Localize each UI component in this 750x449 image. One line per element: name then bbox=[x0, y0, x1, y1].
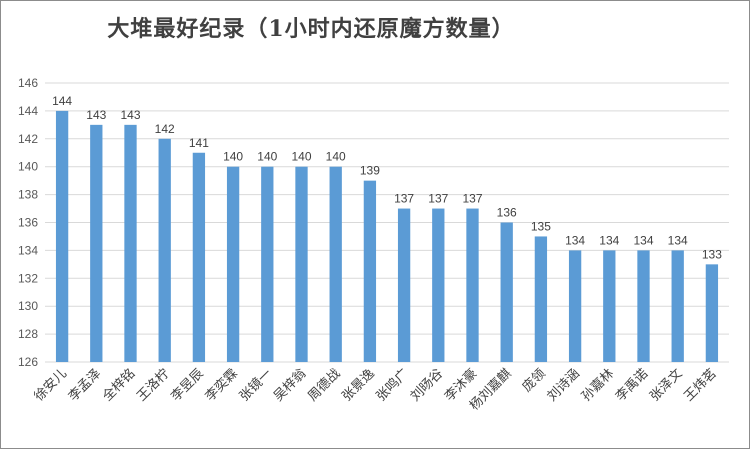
bar bbox=[432, 208, 445, 362]
bar bbox=[500, 222, 513, 362]
data-label: 137 bbox=[428, 192, 448, 206]
y-tick-label: 130 bbox=[18, 299, 38, 313]
y-tick-label: 126 bbox=[18, 355, 38, 369]
category-label: 李奕霖 bbox=[202, 366, 241, 405]
y-tick-label: 144 bbox=[18, 104, 38, 118]
chart-title: 大堆最好纪录（1小时内还原魔方数量） bbox=[107, 16, 515, 42]
data-label: 135 bbox=[531, 219, 551, 233]
category-label: 李禹诺 bbox=[613, 366, 651, 404]
category-label: 李孟泽 bbox=[66, 366, 104, 404]
bar bbox=[466, 208, 479, 362]
bar bbox=[534, 236, 548, 362]
bar bbox=[226, 166, 240, 362]
category-label: 张泽文 bbox=[647, 366, 685, 404]
bar bbox=[603, 250, 616, 362]
bar bbox=[568, 250, 582, 362]
bar bbox=[55, 110, 69, 363]
data-label: 141 bbox=[189, 136, 209, 150]
y-tick-label: 146 bbox=[18, 76, 38, 90]
data-label: 137 bbox=[394, 192, 414, 206]
data-label: 142 bbox=[155, 122, 175, 136]
y-tick-label: 134 bbox=[18, 243, 38, 257]
data-label: 144 bbox=[52, 94, 72, 108]
data-label: 134 bbox=[668, 233, 688, 247]
y-axis-ticks: 126 128 130 132 134 136 138 140 142 144 146 bbox=[18, 76, 38, 369]
category-label: 张镜一 bbox=[237, 366, 275, 404]
category-label: 孙嘉林 bbox=[579, 366, 617, 404]
data-label: 137 bbox=[462, 192, 482, 206]
data-label: 133 bbox=[702, 247, 722, 261]
category-label: 徐安儿 bbox=[32, 366, 70, 404]
data-label: 134 bbox=[633, 233, 653, 247]
category-label: 张鸣广 bbox=[373, 366, 412, 405]
category-label: 吴梓翁 bbox=[271, 366, 309, 404]
bar bbox=[192, 152, 206, 362]
bar bbox=[363, 180, 377, 362]
bar bbox=[637, 250, 650, 362]
category-label: 庞领 bbox=[519, 366, 549, 396]
bar bbox=[261, 166, 274, 362]
category-label: 张景逸 bbox=[340, 366, 378, 404]
bar bbox=[295, 166, 308, 362]
bar bbox=[90, 124, 103, 362]
data-label: 143 bbox=[120, 108, 140, 122]
data-label: 139 bbox=[360, 164, 380, 178]
bar bbox=[705, 264, 719, 362]
y-tick-label: 140 bbox=[18, 160, 38, 174]
data-labels: 144 143 143 142 141 140 140 140 140 139 137 137 137 1… bbox=[52, 94, 722, 261]
category-label: 刘旸谷 bbox=[408, 366, 446, 404]
category-labels: 徐安儿李孟泽全梓铭王洛柠李昱辰李奕霖张镜一吴梓翁周德战张景逸张鸣广刘旸谷李沐豪杨… bbox=[32, 366, 720, 414]
bar bbox=[397, 208, 411, 362]
data-label: 134 bbox=[599, 233, 619, 247]
y-tick-label: 142 bbox=[18, 132, 38, 146]
category-label: 刘诗涵 bbox=[545, 366, 583, 404]
data-label: 140 bbox=[326, 150, 346, 164]
category-label: 周德战 bbox=[305, 366, 343, 404]
bar bbox=[671, 250, 684, 362]
gridlines bbox=[45, 82, 729, 363]
bars bbox=[55, 110, 719, 363]
data-label: 140 bbox=[291, 150, 311, 164]
data-label: 140 bbox=[257, 150, 277, 164]
bar bbox=[124, 124, 137, 362]
y-tick-label: 128 bbox=[18, 327, 38, 341]
data-label: 140 bbox=[223, 150, 243, 164]
category-label: 李昱辰 bbox=[169, 366, 207, 404]
data-label: 136 bbox=[497, 206, 517, 220]
y-tick-label: 132 bbox=[18, 271, 38, 285]
bar bbox=[158, 138, 171, 362]
data-label: 134 bbox=[565, 233, 585, 247]
category-label: 王炜茗 bbox=[682, 366, 720, 404]
bar bbox=[329, 166, 342, 362]
data-label: 143 bbox=[86, 108, 106, 122]
category-label: 全梓铭 bbox=[99, 366, 138, 405]
y-tick-label: 136 bbox=[18, 216, 38, 230]
category-label: 王洛柠 bbox=[134, 366, 172, 404]
y-tick-label: 138 bbox=[18, 188, 38, 202]
